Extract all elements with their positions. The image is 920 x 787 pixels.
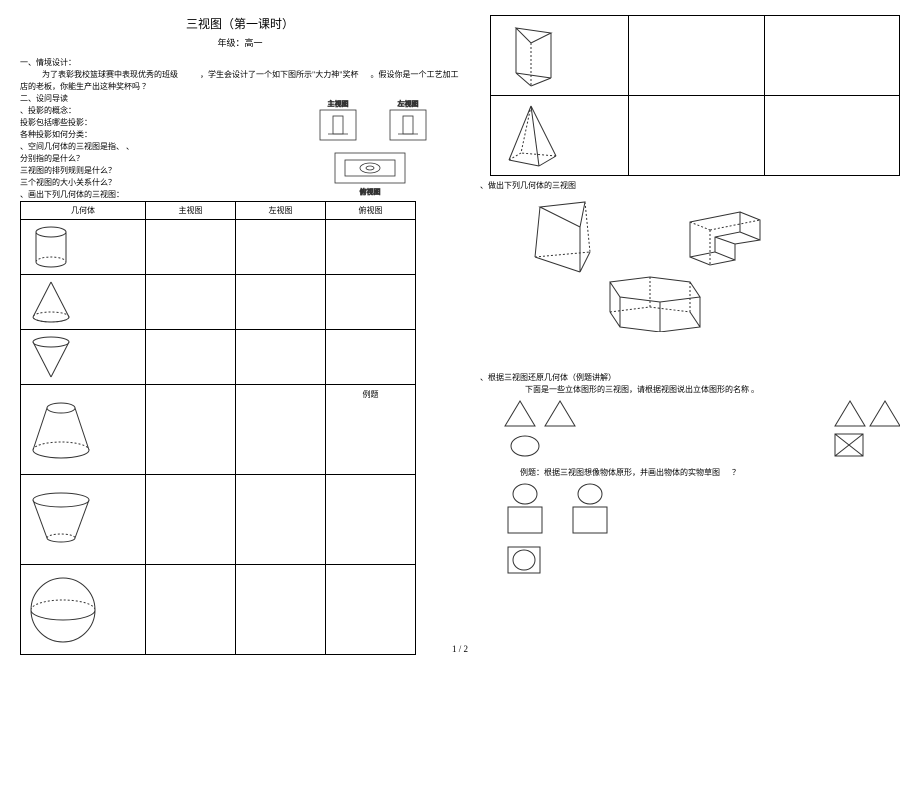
liti-cell: 例题: [326, 385, 416, 475]
text: ？: [732, 468, 740, 477]
right-top-table: [490, 15, 900, 176]
text: 。假设你是一个工艺加工: [371, 70, 459, 79]
section1-heading: 一、情境设计：: [20, 57, 460, 69]
triangular-prism-cell: [491, 16, 629, 96]
svg-text:俯视图: 俯视图: [360, 187, 381, 196]
text: 下面是一些立体图形的三视图，请根据视图说出立体图形的名称 。: [480, 384, 900, 396]
frustum2-cell: [21, 475, 146, 565]
trophy-views-diagram: 主视图 左视图 俯视图: [300, 98, 460, 198]
text: 下面是一些立体图形的三视图，请根据视图说出立体图形的名称: [525, 385, 749, 394]
table-header: 几何体: [21, 202, 146, 220]
text: 为了表彰我校篮球赛中表现优秀的班级: [42, 70, 178, 79]
section1-line2: 店的老板，你能生产出这种奖杯吗 ？: [20, 81, 460, 93]
three-solids-diagram: [480, 192, 840, 332]
page-subtitle: 年级：高一: [20, 36, 460, 49]
cone-up-cell: [21, 275, 146, 330]
page-title: 三视图（第一课时）: [20, 15, 460, 32]
text: 各种投影如何分类：: [20, 129, 300, 141]
cylinder-cell: [21, 220, 146, 275]
text: 、投影的概念：: [20, 105, 300, 117]
text: 三个视图的大小关系什么？: [20, 177, 300, 189]
section1-line1: 为了表彰我校篮球赛中表现优秀的班级 ，学生会设计了一个如下图所示"大力神"奖杯 …: [20, 69, 460, 81]
text: 例题：根据三视图想像物体原形，并画出物体的实物草图: [520, 468, 720, 477]
table-header: 主视图: [146, 202, 236, 220]
text: 三视图的排列规则是什么？: [20, 165, 300, 177]
section2-heading: 二、设问导读: [20, 93, 300, 105]
text: 、根据三视图还原几何体（例题讲解）: [480, 372, 900, 384]
svg-text:主视图: 主视图: [328, 99, 349, 108]
text: 分别指的是什么？: [20, 153, 300, 165]
text: 例题：根据三视图想像物体原形，并画出物体的实物草图 ？: [480, 467, 900, 479]
text: ，学生会设计了一个如下图所示"大力神"奖杯: [200, 70, 359, 79]
table-header: 左视图: [236, 202, 326, 220]
text: 、空间几何体的三视图是指、 、: [20, 141, 300, 153]
solids-table: 几何体 主视图 左视图 俯视图: [20, 201, 416, 655]
example1-views: [480, 396, 900, 461]
page-number: 1 / 2: [0, 644, 920, 654]
example2-views: [480, 479, 680, 579]
sphere-cell: [21, 565, 146, 655]
svg-text:左视图: 左视图: [398, 99, 419, 108]
text: 投影包括哪些投影：: [20, 117, 300, 129]
pyramid-cell: [491, 96, 629, 176]
frustum1-cell: [21, 385, 146, 475]
table-header: 俯视图: [326, 202, 416, 220]
text: 、画出下列几何体的三视图：: [20, 189, 300, 201]
cone-down-cell: [21, 330, 146, 385]
text: 、做出下列几何体的三视图: [480, 180, 900, 192]
